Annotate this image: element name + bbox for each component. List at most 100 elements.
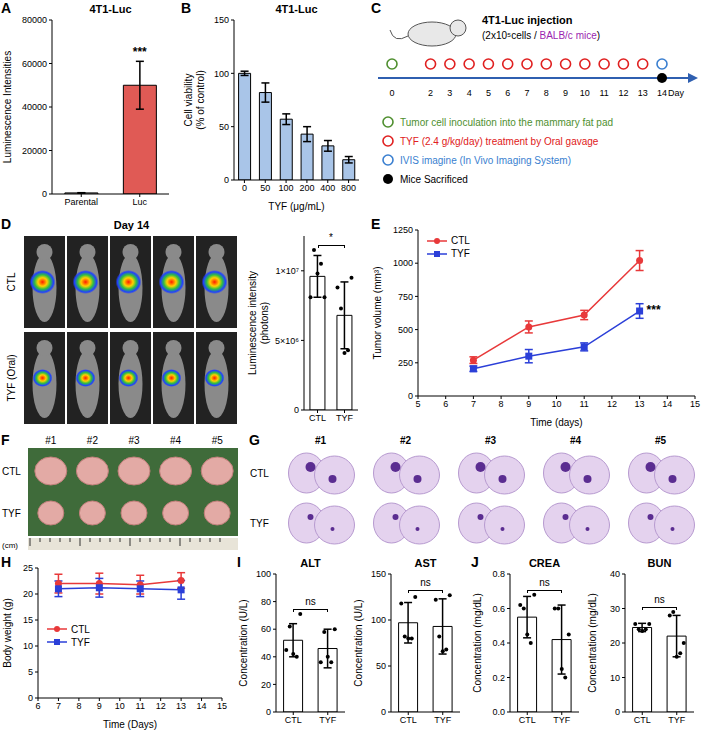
- svg-text:TYF: TYF: [319, 715, 337, 725]
- svg-text:13: 13: [176, 701, 186, 711]
- svg-text:50: 50: [260, 183, 270, 193]
- svg-text:80000: 80000: [22, 15, 47, 25]
- svg-text:0.6: 0.6: [492, 604, 505, 614]
- svg-text:0: 0: [266, 707, 271, 717]
- svg-text:8: 8: [76, 701, 81, 711]
- svg-text:#5: #5: [655, 435, 667, 446]
- svg-text:TYF (Oral): TYF (Oral): [6, 354, 17, 401]
- svg-text:6: 6: [443, 399, 448, 409]
- svg-text:#4: #4: [170, 435, 182, 446]
- svg-text:40000: 40000: [22, 102, 47, 112]
- svg-text:8: 8: [544, 88, 549, 98]
- svg-text:12: 12: [156, 701, 166, 711]
- svg-text:0: 0: [381, 707, 386, 717]
- svg-text:400: 400: [320, 183, 335, 193]
- svg-text:0: 0: [28, 693, 33, 703]
- svg-text:0: 0: [42, 189, 47, 199]
- svg-text:750: 750: [398, 292, 413, 302]
- svg-text:9: 9: [563, 88, 568, 98]
- svg-text:TYF: TYF: [553, 715, 571, 725]
- svg-text:0: 0: [294, 405, 299, 415]
- svg-text:10: 10: [115, 701, 125, 711]
- svg-text:7: 7: [56, 701, 61, 711]
- svg-text:1000: 1000: [393, 258, 413, 268]
- svg-text:#5: #5: [212, 435, 224, 446]
- svg-text:100: 100: [256, 569, 271, 579]
- svg-text:TYF (2.4 g/kg/day) treatment b: TYF (2.4 g/kg/day) treatment by Oral gav…: [400, 136, 599, 147]
- svg-text:5: 5: [486, 88, 491, 98]
- svg-text:Day: Day: [668, 88, 685, 98]
- svg-text:150: 150: [371, 569, 386, 579]
- svg-text:50: 50: [376, 661, 386, 671]
- svg-text:Parental: Parental: [64, 197, 98, 207]
- svg-text:CTL: CTL: [634, 715, 651, 725]
- svg-text:40: 40: [610, 569, 620, 579]
- svg-text:0.2: 0.2: [492, 673, 505, 683]
- svg-text:5: 5: [28, 667, 33, 677]
- svg-text:CTL: CTL: [285, 715, 302, 725]
- svg-text:#2: #2: [87, 435, 99, 446]
- svg-text:0.8: 0.8: [492, 569, 505, 579]
- svg-text:20: 20: [23, 589, 33, 599]
- svg-text:Mice Sacrificed: Mice Sacrificed: [400, 174, 468, 185]
- svg-text:14: 14: [197, 701, 207, 711]
- svg-text:TYF: TYF: [2, 508, 21, 519]
- svg-text:9: 9: [526, 399, 531, 409]
- svg-text:TYF (μg/mL): TYF (μg/mL): [268, 201, 324, 212]
- svg-text:0: 0: [242, 183, 247, 193]
- svg-text:TYF: TYF: [250, 518, 269, 529]
- svg-text:10: 10: [23, 641, 33, 651]
- svg-text:#4: #4: [570, 435, 582, 446]
- svg-text:11: 11: [599, 88, 608, 98]
- svg-text:0.0: 0.0: [492, 707, 505, 717]
- svg-text:Luc: Luc: [132, 197, 147, 207]
- svg-text:13: 13: [635, 399, 645, 409]
- svg-text:9: 9: [97, 701, 102, 711]
- svg-text:TYF: TYF: [434, 715, 452, 725]
- svg-text:0: 0: [408, 391, 413, 401]
- svg-text:4: 4: [467, 88, 472, 98]
- svg-text:11: 11: [136, 701, 145, 711]
- svg-text:IVIS imagine (In Vivo Imaging: IVIS imagine (In Vivo Imaging System): [400, 155, 571, 166]
- svg-text:8: 8: [499, 399, 504, 409]
- svg-text:2: 2: [428, 88, 433, 98]
- svg-text:CTL: CTL: [250, 468, 269, 479]
- svg-text:7: 7: [471, 399, 476, 409]
- svg-text:13: 13: [638, 88, 648, 98]
- svg-text:Time (Days): Time (Days): [103, 719, 157, 730]
- svg-text:5×10⁶: 5×10⁶: [275, 336, 299, 346]
- svg-text:20: 20: [261, 680, 271, 690]
- svg-text:#2: #2: [400, 435, 412, 446]
- svg-text:CTL: CTL: [6, 272, 17, 291]
- svg-text:Day 14: Day 14: [114, 219, 150, 231]
- svg-text:6: 6: [505, 88, 510, 98]
- svg-text:12: 12: [618, 88, 628, 98]
- svg-text:(cm): (cm): [2, 541, 18, 550]
- svg-text:12: 12: [607, 399, 617, 409]
- svg-text:TYF: TYF: [668, 715, 686, 725]
- svg-text:50: 50: [219, 122, 229, 132]
- svg-text:80: 80: [261, 597, 271, 607]
- svg-text:#1: #1: [315, 435, 327, 446]
- svg-text:4T1-Luc injection: 4T1-Luc injection: [482, 14, 573, 26]
- svg-text:CTL: CTL: [400, 715, 417, 725]
- svg-text:#1: #1: [45, 435, 57, 446]
- svg-text:15: 15: [23, 615, 33, 625]
- svg-text:500: 500: [398, 325, 413, 335]
- svg-text:100: 100: [371, 615, 386, 625]
- svg-text:CTL: CTL: [309, 413, 326, 423]
- svg-text:14: 14: [662, 399, 672, 409]
- svg-text:1250: 1250: [393, 225, 413, 235]
- svg-text:10: 10: [580, 88, 590, 98]
- svg-text:200: 200: [299, 183, 314, 193]
- svg-text:10: 10: [551, 399, 561, 409]
- svg-text:40: 40: [261, 652, 271, 662]
- svg-text:0: 0: [224, 175, 229, 185]
- svg-text:(2x10⁵cells / BALB/c mice): (2x10⁵cells / BALB/c mice): [482, 30, 600, 41]
- svg-text:#3: #3: [485, 435, 497, 446]
- svg-text:100: 100: [214, 69, 229, 79]
- svg-text:1×10⁷: 1×10⁷: [275, 266, 299, 276]
- svg-text:800: 800: [341, 183, 356, 193]
- svg-text:5: 5: [415, 399, 420, 409]
- svg-text:14: 14: [657, 88, 667, 98]
